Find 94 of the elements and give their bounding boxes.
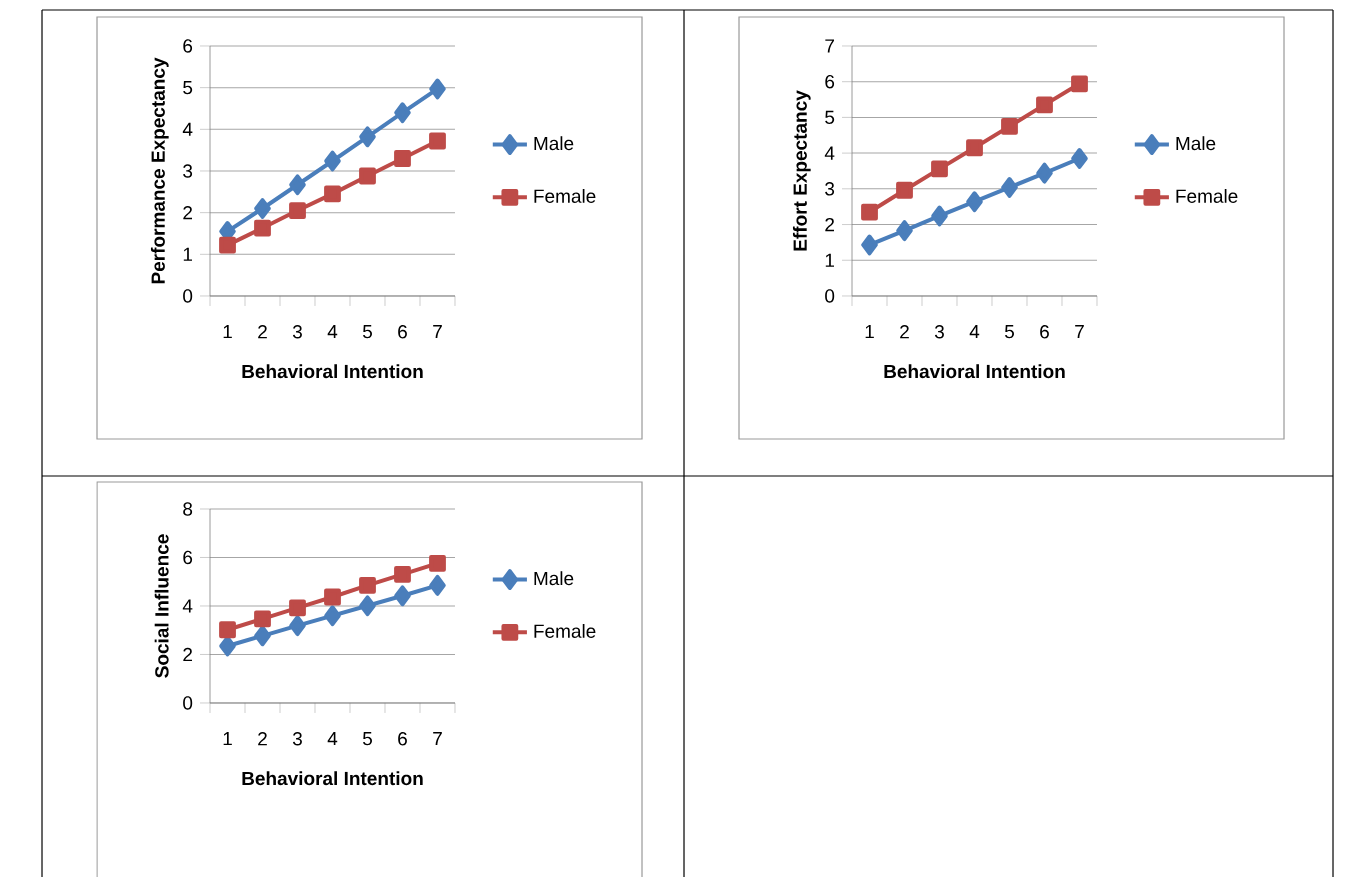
legend-label: Male — [534, 136, 574, 151]
y-tick-label: 5 — [825, 110, 835, 125]
point — [861, 203, 878, 221]
x-tick-label: 4 — [969, 325, 980, 339]
point — [896, 220, 913, 242]
point — [219, 635, 236, 657]
x-tick-label: 3 — [934, 325, 944, 339]
y-tick-label: 2 — [183, 647, 192, 662]
point — [1036, 162, 1053, 184]
point — [931, 205, 948, 227]
point — [896, 181, 913, 199]
x-tick-label: 1 — [223, 732, 232, 746]
x-tick-label: 5 — [1004, 325, 1014, 339]
y-tick-label: 4 — [824, 146, 835, 160]
point — [1071, 75, 1088, 93]
y-tick-label: 8 — [183, 502, 193, 516]
y-axis-title: Effort Expectancy — [792, 90, 811, 251]
y-tick-label: 4 — [182, 599, 193, 613]
point — [394, 102, 411, 124]
point — [931, 160, 948, 178]
y-tick-label: 4 — [182, 122, 193, 136]
x-axis-title: Behavioral Intention — [242, 771, 423, 786]
y-tick-label: 2 — [825, 217, 834, 232]
x-tick-label: 4 — [327, 325, 338, 339]
y-tick-label: 0 — [183, 696, 193, 710]
x-tick-label: 7 — [433, 325, 442, 339]
point — [289, 174, 306, 196]
x-tick-label: 2 — [900, 325, 909, 339]
x-tick-label: 3 — [292, 325, 302, 339]
point — [394, 150, 411, 167]
x-tick-label: 1 — [223, 325, 232, 339]
point — [1036, 96, 1053, 114]
x-tick-label: 6 — [1040, 325, 1049, 339]
y-axis-title: Performance Expectancy — [150, 57, 169, 284]
point — [219, 621, 236, 639]
point — [359, 126, 376, 148]
point — [359, 167, 376, 185]
y-tick-label: 0 — [183, 289, 193, 303]
point — [254, 625, 271, 647]
point — [324, 185, 341, 203]
point — [219, 236, 236, 254]
point — [324, 150, 341, 172]
point — [254, 219, 271, 237]
y-tick-label: 5 — [183, 81, 193, 95]
y-tick-label: 6 — [183, 550, 193, 565]
x-axis-title: Behavioral Intention — [884, 364, 1065, 379]
legend-label: Male — [534, 571, 574, 586]
x-axis-title: Behavioral Intention — [242, 364, 423, 379]
point — [289, 615, 306, 637]
point — [394, 585, 411, 607]
point — [289, 202, 306, 219]
point — [254, 198, 271, 219]
x-tick-label: 5 — [362, 325, 372, 339]
y-tick-label: 3 — [825, 182, 835, 196]
point — [359, 576, 376, 594]
y-tick-label: 1 — [825, 253, 834, 267]
y-tick-label: 6 — [183, 39, 193, 53]
legend-label: Female — [1176, 188, 1238, 203]
point — [359, 595, 376, 617]
x-tick-label: 4 — [327, 732, 338, 746]
legend-label: Male — [1176, 136, 1216, 151]
y-tick-label: 3 — [183, 164, 193, 178]
point — [429, 132, 446, 150]
point — [394, 566, 411, 583]
x-tick-label: 1 — [865, 325, 874, 339]
point — [324, 588, 341, 606]
point — [429, 574, 446, 596]
y-tick-label: 2 — [183, 206, 192, 220]
x-tick-label: 2 — [258, 325, 267, 339]
point — [966, 191, 983, 213]
x-tick-label: 2 — [258, 732, 267, 746]
point — [1001, 117, 1018, 135]
point — [324, 605, 341, 627]
x-tick-label: 7 — [1075, 325, 1084, 339]
x-tick-label: 7 — [433, 732, 442, 746]
y-tick-label: 0 — [825, 289, 835, 303]
y-tick-label: 1 — [183, 247, 192, 261]
point — [1071, 148, 1088, 169]
point — [429, 78, 446, 100]
y-tick-label: 7 — [825, 39, 834, 53]
point — [254, 610, 271, 628]
point — [289, 599, 306, 617]
x-tick-label: 5 — [362, 732, 372, 746]
x-tick-label: 6 — [398, 325, 407, 339]
point — [966, 139, 983, 157]
point — [861, 234, 878, 256]
legend-label: Female — [534, 188, 596, 203]
point — [1001, 177, 1018, 198]
x-tick-label: 6 — [398, 732, 407, 746]
x-tick-label: 3 — [292, 732, 302, 746]
legend-label: Female — [534, 623, 596, 638]
point — [429, 554, 446, 572]
y-axis-title: Social Influence — [154, 534, 169, 678]
y-tick-label: 6 — [825, 74, 835, 89]
